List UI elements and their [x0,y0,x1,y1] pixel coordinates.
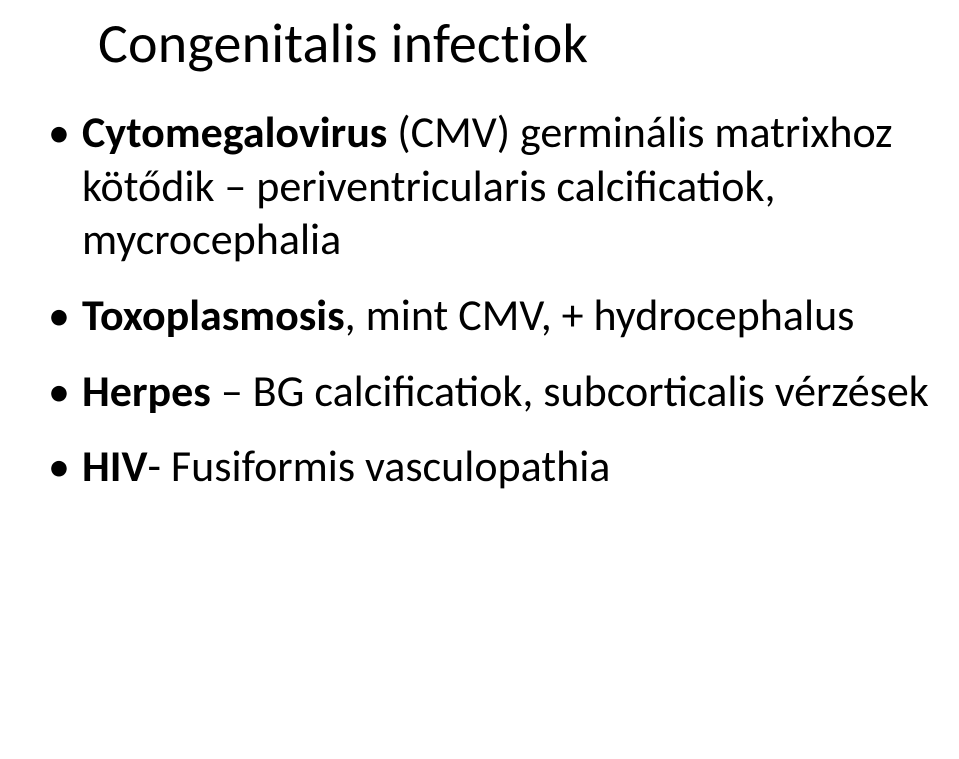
list-item: Toxoplasmosis, mint CMV, + hydrocephalus [48,289,929,343]
list-item: HIV- Fusiformis vasculopathia [48,440,929,494]
list-item-rest: – BG calcificatiok, subcorticalis vérzés… [211,364,929,418]
list-item-rest: , mint CMV, + hydrocephalus [345,288,855,342]
list-item-lead: HIV [82,439,148,493]
list-item: Herpes – BG calcificatiok, subcorticalis… [48,365,929,419]
list-item: Cytomegalovirus (CMV) germinális matrixh… [48,106,929,267]
list-item-rest: - Fusiformis vasculopathia [148,439,611,493]
slide: Congenitalis infectiok Cytomegalovirus (… [0,0,959,759]
slide-title: Congenitalis infectiok [98,10,929,78]
list-item-lead: Herpes [82,364,211,418]
bullet-list: Cytomegalovirus (CMV) germinális matrixh… [30,106,929,494]
list-item-lead: Toxoplasmosis [82,288,345,342]
list-item-lead: Cytomegalovirus [82,105,387,159]
